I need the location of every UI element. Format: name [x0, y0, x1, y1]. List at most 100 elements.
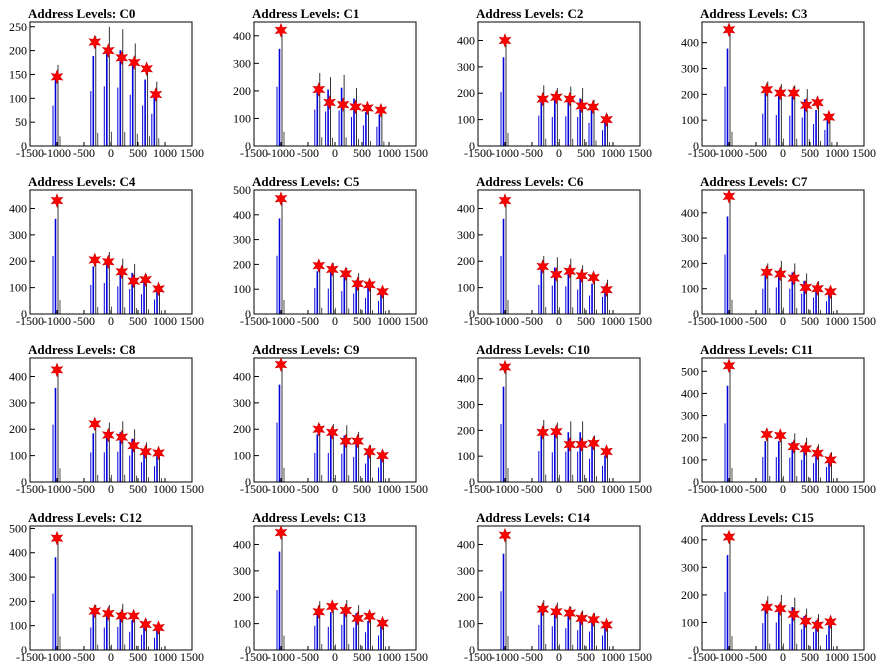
peak-marker	[799, 613, 813, 629]
y-tick-label: 400	[457, 372, 475, 386]
chart-panel-c0: Address Levels: C0 0 50 100 150 200 250 -1500 -1…	[9, 6, 204, 160]
y-tick-label: 300	[233, 233, 251, 247]
y-tick-label: 200	[681, 431, 699, 445]
x-tick-label: -1500	[16, 650, 44, 664]
y-tick-label: 400	[457, 201, 475, 215]
chart-title: Address Levels: C1	[252, 6, 359, 21]
peak-marker	[88, 34, 102, 50]
x-tick-label: -500	[745, 146, 767, 160]
x-tick-label: -500	[73, 146, 95, 160]
x-tick-label: 500	[801, 482, 819, 496]
peak-marker	[536, 259, 550, 274]
peak-marker	[773, 601, 787, 617]
x-tick-label: -1500	[464, 482, 492, 496]
y-tick-label: 400	[681, 533, 699, 547]
x-tick-label: 1000	[153, 146, 177, 160]
peak-marker	[587, 435, 600, 451]
y-tick-label: 400	[457, 537, 475, 551]
peak-marker	[351, 611, 365, 626]
y-tick-label: 0	[21, 139, 27, 153]
peak-marker	[325, 599, 339, 614]
peak-marker	[115, 50, 129, 66]
peak-marker	[586, 99, 600, 115]
x-tick-label: 500	[577, 314, 595, 328]
y-tick-label: 100	[9, 449, 27, 463]
x-tick-label: -1500	[464, 314, 492, 328]
y-tick-label: 400	[233, 208, 251, 222]
peak-marker	[339, 433, 353, 449]
x-tick-label: 500	[129, 482, 147, 496]
peak-marker	[549, 267, 563, 282]
x-tick-label: -1000	[43, 482, 71, 496]
peak-marker	[575, 611, 589, 626]
y-tick-label: 300	[681, 409, 699, 423]
chart-panel-c7: Address Levels: C7 0 100 200 300 400 -1500 -100…	[681, 174, 876, 328]
x-tick-label: 0	[780, 650, 786, 664]
plot-frame	[253, 525, 417, 651]
x-tick-label: -1000	[715, 146, 743, 160]
y-tick-label: 300	[457, 564, 475, 578]
peak-marker	[575, 98, 589, 114]
peak-marker	[787, 439, 801, 454]
chart-title: Address Levels: C9	[252, 342, 360, 357]
x-tick-label: 1500	[404, 482, 428, 496]
x-tick-label: 0	[332, 314, 338, 328]
peak-marker	[50, 362, 64, 378]
peak-marker	[336, 97, 350, 113]
x-tick-label: 0	[108, 650, 114, 664]
peak-marker	[760, 264, 774, 280]
peak-marker	[152, 620, 165, 635]
chart-title: Address Levels: C3	[700, 6, 808, 21]
peak-marker	[363, 444, 376, 459]
peak-marker	[787, 85, 801, 101]
chart-title: Address Levels: C11	[700, 342, 813, 357]
plot-frame	[29, 357, 193, 483]
x-tick-label: -1000	[267, 314, 295, 328]
peak-marker	[115, 429, 129, 445]
peak-marker	[549, 424, 563, 439]
x-tick-label: 1500	[852, 650, 876, 664]
peak-marker	[563, 605, 577, 621]
plot-frame	[701, 357, 865, 483]
x-tick-label: -1000	[491, 146, 519, 160]
y-tick-label: 0	[693, 139, 699, 153]
x-tick-label: 0	[108, 482, 114, 496]
plot-frame	[477, 189, 641, 315]
x-tick-label: -500	[521, 650, 543, 664]
x-tick-label: -1000	[491, 314, 519, 328]
x-tick-label: -500	[73, 314, 95, 328]
peak-marker	[587, 612, 600, 627]
y-tick-label: 300	[681, 231, 699, 245]
y-tick-label: 100	[9, 619, 27, 633]
peak-marker	[312, 604, 326, 620]
peak-marker	[824, 452, 837, 468]
y-tick-label: 100	[681, 113, 699, 127]
x-tick-label: -1500	[464, 650, 492, 664]
peak-marker	[101, 427, 115, 443]
chart-panel-c4: Address Levels: C4 0 100 200 300 400 -1500 -100…	[9, 174, 204, 328]
x-tick-label: 1000	[825, 146, 849, 160]
x-tick-label: 0	[332, 482, 338, 496]
peak-marker	[575, 268, 589, 284]
x-tick-label: 500	[129, 650, 147, 664]
x-tick-label: -500	[521, 146, 543, 160]
y-tick-label: 300	[9, 570, 27, 584]
chart-title: Address Levels: C12	[28, 510, 142, 525]
x-tick-label: -500	[745, 314, 767, 328]
peak-marker	[799, 97, 813, 113]
chart-panel-c14: Address Levels: C14 0 100 200 300 400 -1500 -10…	[457, 510, 652, 664]
y-tick-label: 0	[469, 139, 475, 153]
chart-panel-c6: Address Levels: C6 0 100 200 300 400 -1500 -100…	[457, 174, 652, 328]
y-tick-label: 400	[681, 36, 699, 50]
y-tick-label: 200	[681, 87, 699, 101]
x-tick-label: -1000	[715, 650, 743, 664]
peak-marker	[376, 284, 389, 300]
y-tick-label: 0	[469, 643, 475, 657]
x-tick-label: -1000	[715, 314, 743, 328]
peak-marker	[563, 91, 577, 107]
peak-marker	[600, 112, 613, 127]
peak-marker	[274, 22, 288, 38]
x-tick-label: 1000	[377, 650, 401, 664]
peak-marker	[127, 55, 141, 70]
y-tick-label: 100	[457, 281, 475, 295]
